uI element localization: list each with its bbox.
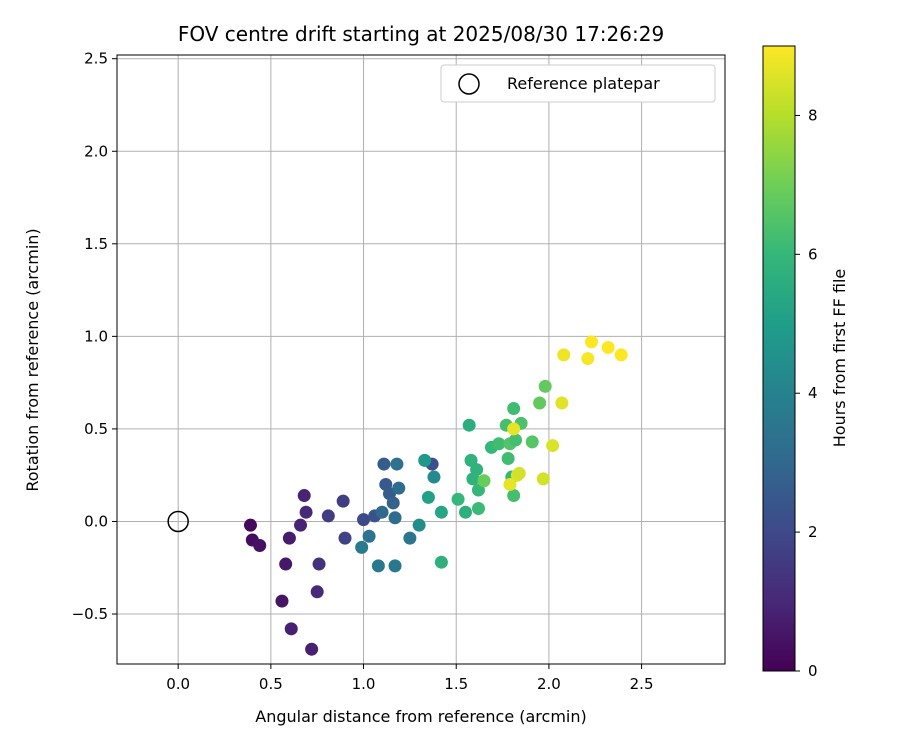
y-axis-ticks: −0.5 0.0 0.5 1.0 1.5 2.0 2.5 [72,50,117,623]
x-tick-label: 0.0 [166,675,190,693]
data-point [403,531,417,545]
data-point [386,496,400,510]
legend-box [440,64,716,103]
data-point [503,477,517,491]
y-tick-label: −0.5 [72,605,108,623]
data-point [418,453,432,467]
colorbar-tick-label: 4 [808,384,818,402]
data-point [375,505,389,519]
x-tick-label: 0.5 [259,675,283,693]
plot-frame [116,54,726,665]
data-point [284,622,298,636]
data-point [338,531,352,545]
y-tick-label: 1.0 [84,327,108,345]
y-axis-label: Rotation from reference (arcmin) [23,228,42,491]
data-point [557,348,571,362]
data-point [501,452,515,466]
y-tick-label: 2.5 [84,50,108,68]
data-point [581,352,595,366]
y-tick-label: 0.0 [84,512,108,530]
colorbar-tick-label: 8 [808,106,818,124]
colorbar-tick-label: 0 [808,662,818,680]
data-point [294,518,308,532]
data-point [507,489,521,503]
x-tick-label: 1.5 [444,675,468,693]
data-point [512,466,526,480]
data-point [451,492,465,506]
data-point [434,555,448,569]
x-axis-ticks: 0.0 0.5 1.0 1.5 2.0 2.5 [166,664,654,693]
reference-layer [167,510,189,533]
data-point [371,559,385,573]
data-point [305,642,319,656]
legend: Reference platepar [440,64,716,103]
data-point [253,539,267,553]
data-point [377,457,391,471]
data-point [282,531,296,545]
data-point [388,559,402,573]
colorbar-ticks: 0 2 4 6 8 [795,106,818,680]
data-point [546,439,560,453]
data-point [362,529,376,543]
colorbar-tick-label: 6 [808,245,818,263]
data-point [355,540,369,554]
data-point [310,585,324,599]
colorbar-tick-label: 2 [808,523,818,541]
data-point [458,505,472,519]
data-point [434,505,448,519]
data-point [421,490,435,504]
colorbar [762,45,796,672]
x-tick-label: 1.0 [352,675,376,693]
data-point [533,396,547,410]
data-point [509,433,523,447]
data-point [507,402,521,416]
data-point [312,557,326,571]
data-point [601,340,615,354]
data-point [538,379,552,393]
data-point [275,594,289,608]
x-tick-label: 2.0 [537,675,561,693]
data-point [477,474,491,488]
data-point [299,505,313,519]
data-point [536,472,550,486]
data-point [297,489,311,503]
legend-reference-marker [458,73,480,95]
data-point [507,422,521,436]
data-point [427,470,441,484]
data-point [471,502,485,516]
data-point [462,418,476,432]
data-point [243,518,257,532]
data-point [392,481,406,495]
data-point [412,518,426,532]
data-point [388,511,402,525]
data-point [492,437,506,451]
data-point [585,335,599,349]
gridlines [117,55,725,664]
data-point [390,457,404,471]
data-point [357,513,371,527]
legend-reference-label: Reference platepar [507,74,660,93]
data-point [470,463,484,477]
y-tick-label: 1.5 [84,235,108,253]
y-tick-label: 2.0 [84,142,108,160]
data-point [321,509,335,523]
data-point [555,396,569,410]
y-tick-label: 0.5 [84,420,108,438]
colorbar-label: Hours from first FF file [830,269,849,448]
data-points [243,335,628,656]
reference-marker [167,510,189,533]
data-point [614,348,628,362]
data-point [279,557,293,571]
x-axis-label: Angular distance from reference (arcmin) [255,707,586,726]
data-point [336,494,350,508]
chart-title: FOV centre drift starting at 2025/08/30 … [178,22,664,46]
data-point [525,435,539,449]
x-tick-label: 2.5 [630,675,654,693]
